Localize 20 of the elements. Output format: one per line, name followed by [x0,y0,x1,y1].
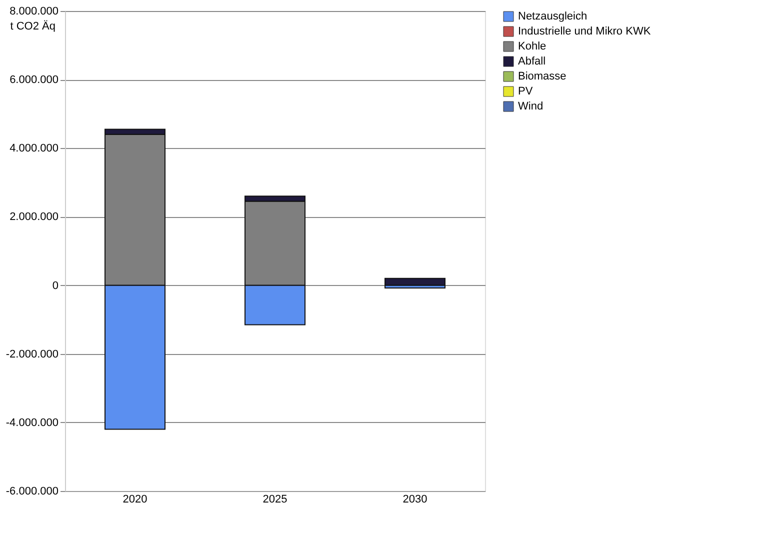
x-tick-label: 2030 [402,494,428,506]
y-tick-label: 0 [52,280,58,292]
legend-label: Industrielle und Mikro KWK [518,26,652,38]
y-tick-label: -2.000.000 [6,348,58,360]
y-tick-label: 8.000.000 [10,6,58,18]
legend-label: PV [518,86,534,98]
legend-label: Wind [518,100,544,112]
legend-label: Biomasse [518,70,566,82]
legend-label: Kohle [518,40,546,52]
x-tick-label: 2020 [122,494,148,506]
y-axis-title: t CO2 Äq [10,20,56,32]
y-tick-label: 4.000.000 [10,142,58,155]
y-tick-label: -4.000.000 [6,416,58,429]
y-tick-label: 2.000.000 [10,211,58,224]
x-tick-label: 2025 [262,494,288,506]
y-tick-label: -6.000.000 [6,486,58,498]
y-tick-label: 6.000.000 [10,74,58,86]
legend-label: Netzausgleich [518,10,588,22]
legend-label: Abfall [518,56,546,68]
bar [384,278,446,286]
